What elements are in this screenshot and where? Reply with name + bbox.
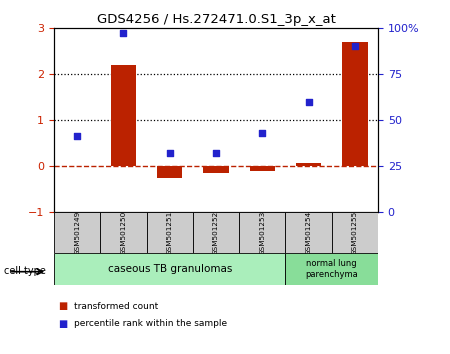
Bar: [296, 163, 321, 166]
Bar: [157, 166, 182, 178]
Point: [259, 130, 266, 136]
Bar: [332, 212, 378, 253]
Point: [120, 30, 127, 36]
Bar: [193, 212, 239, 253]
Text: GSM501249: GSM501249: [74, 211, 80, 255]
Text: GSM501251: GSM501251: [166, 211, 173, 255]
Point: [166, 151, 173, 156]
Bar: [342, 42, 368, 166]
Bar: [100, 212, 147, 253]
Text: ■: ■: [58, 319, 68, 329]
Bar: [239, 212, 285, 253]
Title: GDS4256 / Hs.272471.0.S1_3p_x_at: GDS4256 / Hs.272471.0.S1_3p_x_at: [97, 13, 335, 26]
Text: GSM501250: GSM501250: [121, 211, 126, 255]
Point: [351, 43, 359, 48]
Bar: [111, 65, 136, 166]
Bar: [285, 212, 332, 253]
Bar: [250, 166, 275, 171]
Text: percentile rank within the sample: percentile rank within the sample: [74, 319, 227, 329]
Text: GSM501255: GSM501255: [352, 211, 358, 255]
Text: caseous TB granulomas: caseous TB granulomas: [108, 264, 232, 274]
Text: GSM501252: GSM501252: [213, 211, 219, 255]
Point: [212, 151, 220, 156]
Point: [73, 134, 81, 139]
Text: GSM501253: GSM501253: [259, 211, 266, 255]
Bar: [54, 253, 285, 285]
Text: ■: ■: [58, 301, 68, 311]
Text: GSM501254: GSM501254: [306, 211, 311, 255]
Text: transformed count: transformed count: [74, 302, 158, 311]
Text: normal lung
parenchyma: normal lung parenchyma: [306, 259, 358, 279]
Text: cell type: cell type: [4, 266, 46, 276]
Bar: [147, 212, 193, 253]
Bar: [54, 212, 100, 253]
Point: [305, 99, 312, 105]
Bar: [203, 166, 229, 173]
Bar: [285, 253, 378, 285]
